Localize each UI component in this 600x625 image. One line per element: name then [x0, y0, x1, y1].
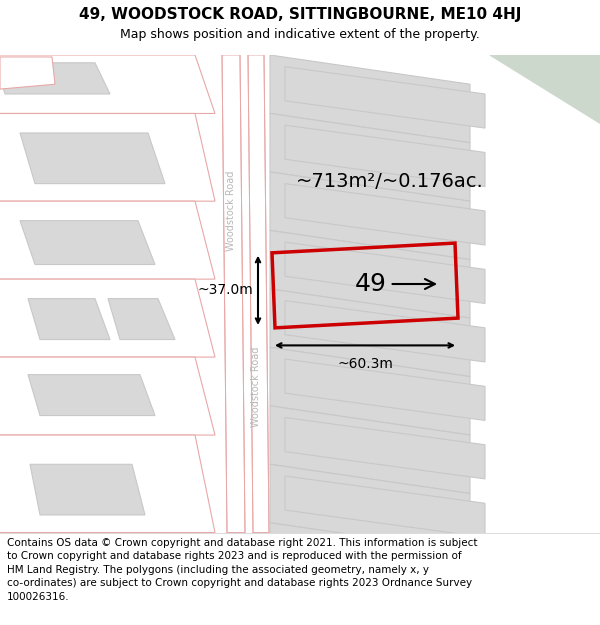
Polygon shape	[28, 374, 155, 416]
Polygon shape	[285, 125, 485, 186]
Text: ~60.3m: ~60.3m	[337, 357, 393, 371]
Polygon shape	[270, 55, 470, 142]
Polygon shape	[0, 114, 215, 201]
Polygon shape	[0, 62, 110, 94]
Polygon shape	[0, 55, 215, 114]
Polygon shape	[285, 359, 485, 421]
Polygon shape	[270, 464, 470, 552]
Polygon shape	[285, 67, 485, 128]
Polygon shape	[270, 522, 470, 601]
Polygon shape	[490, 55, 600, 114]
Polygon shape	[270, 172, 470, 259]
Polygon shape	[108, 299, 175, 339]
Polygon shape	[270, 348, 470, 435]
Polygon shape	[490, 55, 600, 123]
Text: 49: 49	[355, 272, 435, 296]
Text: Woodstock Road: Woodstock Road	[251, 346, 261, 426]
Polygon shape	[285, 476, 485, 538]
Polygon shape	[270, 114, 470, 201]
Polygon shape	[0, 57, 55, 89]
Polygon shape	[0, 201, 215, 279]
Text: ~37.0m: ~37.0m	[197, 283, 253, 298]
Polygon shape	[0, 357, 215, 435]
Polygon shape	[270, 231, 470, 318]
Polygon shape	[30, 464, 145, 515]
Polygon shape	[248, 55, 269, 532]
Text: 49, WOODSTOCK ROAD, SITTINGBOURNE, ME10 4HJ: 49, WOODSTOCK ROAD, SITTINGBOURNE, ME10 …	[79, 8, 521, 22]
Polygon shape	[0, 435, 215, 532]
Polygon shape	[222, 55, 245, 532]
Text: Map shows position and indicative extent of the property.: Map shows position and indicative extent…	[120, 28, 480, 41]
Polygon shape	[285, 242, 485, 304]
Polygon shape	[20, 221, 155, 264]
Text: Woodstock Road: Woodstock Road	[226, 171, 236, 251]
Polygon shape	[285, 418, 485, 479]
Polygon shape	[285, 301, 485, 362]
Polygon shape	[28, 299, 110, 339]
Polygon shape	[285, 184, 485, 245]
Text: Contains OS data © Crown copyright and database right 2021. This information is : Contains OS data © Crown copyright and d…	[7, 538, 478, 602]
Text: ~713m²/~0.176ac.: ~713m²/~0.176ac.	[296, 172, 484, 191]
Polygon shape	[270, 289, 470, 377]
Polygon shape	[20, 133, 165, 184]
Polygon shape	[270, 406, 470, 494]
Polygon shape	[0, 279, 215, 357]
